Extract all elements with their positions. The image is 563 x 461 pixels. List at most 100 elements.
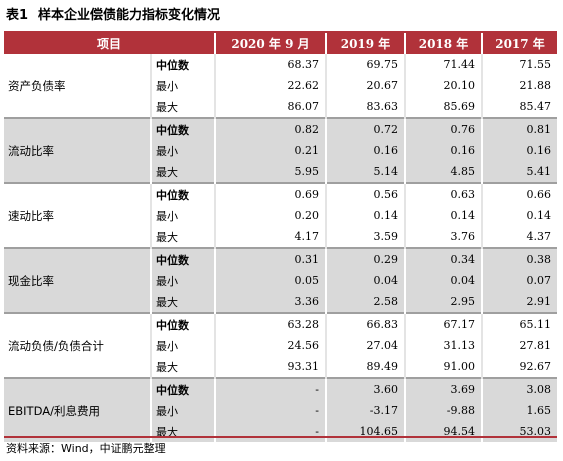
header-row: 项目 2020 年 9 月 2019 年 2018 年 2017 年 [4,33,558,54]
value-cell: 3.69 [405,377,484,400]
value-cell: 4.85 [405,161,484,183]
value-cell: 0.76 [405,117,484,140]
value-cell: 0.31 [215,247,328,270]
table-row: 最小 - -3.17 -9.88 1.65 [4,400,558,421]
value-cell: 3.08 [482,377,558,400]
header-project: 项目 [4,33,217,54]
top-rule [4,31,557,33]
group-label: EBITDA/利息费用 [4,377,152,442]
value-cell: 4.17 [215,226,328,248]
value-cell: 31.13 [405,335,484,356]
header-2018: 2018 年 [405,33,484,54]
table-body: 资产负债率 中位数 68.37 69.75 71.44 71.55 最小 22.62 20.67… [4,54,558,442]
value-cell: 0.72 [326,117,407,140]
value-cell: 91.00 [405,356,484,378]
table-row: 资产负债率 中位数 68.37 69.75 71.44 71.55 [4,54,558,118]
value-cell: 0.66 [482,182,558,205]
stat-label: 最小 [151,75,217,96]
table-row: 最小 24.56 27.04 31.13 27.81 [4,335,558,356]
group-label: 现金比率 [4,247,152,313]
table-row: 最大 86.07 83.63 85.69 85.47 [4,96,558,118]
value-cell: 0.38 [482,247,558,270]
value-cell: 0.05 [215,270,328,291]
stat-label: 中位数 [151,182,217,205]
header-2017: 2017 年 [482,33,558,54]
value-cell: 3.76 [405,226,484,248]
source-note: 资料来源：Wind，中证鹏元整理 [6,442,166,455]
value-cell: 5.41 [482,161,558,183]
stat-label: 最大 [151,161,217,183]
header-2020-sep: 2020 年 9 月 [215,33,328,54]
group-label: 流动比率 [4,117,152,183]
value-cell: 71.44 [405,54,484,75]
value-cell: 104.65 [326,421,407,442]
value-cell: 0.16 [482,140,558,161]
group-label: 流动负债/负债合计 [4,312,152,378]
value-cell: 20.67 [326,75,407,96]
value-cell: 0.14 [405,205,484,226]
value-cell: 0.69 [215,182,328,205]
value-cell: 0.20 [215,205,328,226]
value-cell: 2.91 [482,291,558,313]
stat-label: 中位数 [151,312,217,335]
table-row: 最小 0.20 0.14 0.14 0.14 [4,205,558,226]
value-cell: 85.69 [405,96,484,118]
value-cell: - [215,421,328,442]
value-cell: 2.95 [405,291,484,313]
value-cell: 21.88 [482,75,558,96]
value-cell: 94.54 [405,421,484,442]
stat-label: 最大 [151,356,217,378]
value-cell: 3.59 [326,226,407,248]
value-cell: 24.56 [215,335,328,356]
value-cell: 3.60 [326,377,407,400]
value-cell: 92.67 [482,356,558,378]
value-cell: 0.34 [405,247,484,270]
stat-label: 中位数 [151,247,217,270]
stat-label: 最小 [151,400,217,421]
stat-label: 中位数 [151,117,217,140]
group-label: 资产负债率 [4,54,152,118]
value-cell: 5.95 [215,161,328,183]
value-cell: 85.47 [482,96,558,118]
stat-label: 最大 [151,96,217,118]
stat-label: 最小 [151,270,217,291]
value-cell: 0.21 [215,140,328,161]
table-row: EBITDA/利息费用 中位数 -3.60 3.69 3.08 [4,377,558,442]
value-cell: 0.04 [326,270,407,291]
value-cell: 89.49 [326,356,407,378]
solvency-table: 项目 2020 年 9 月 2019 年 2018 年 2017 年 资产负债率… [4,33,558,442]
stat-label: 中位数 [151,377,217,400]
value-cell: -9.88 [405,400,484,421]
table-row: 流动负债/负债合计 中位数 63.28 66.83 67.17 65.11 [4,312,558,378]
value-cell: 2.58 [326,291,407,313]
value-cell: 1.65 [482,400,558,421]
value-cell: 53.03 [482,421,558,442]
value-cell: 0.14 [326,205,407,226]
value-cell: 0.82 [215,117,328,140]
table-row: 最大 93.31 89.49 91.00 92.67 [4,356,558,378]
table-row: 现金比率 中位数 0.31 0.29 0.34 0.38 [4,247,558,313]
table-row: 最大 5.95 5.14 4.85 5.41 [4,161,558,183]
value-cell: 27.04 [326,335,407,356]
value-cell: 66.83 [326,312,407,335]
value-cell: - [215,377,328,400]
stat-label: 最大 [151,226,217,248]
table-row: 最大 3.36 2.58 2.95 2.91 [4,291,558,313]
table-row: 最小 22.62 20.67 20.10 21.88 [4,75,558,96]
group-label: 速动比率 [4,182,152,248]
table-row: 最小 0.05 0.04 0.04 0.07 [4,270,558,291]
value-cell: 0.07 [482,270,558,291]
value-cell: 22.62 [215,75,328,96]
value-cell: 0.29 [326,247,407,270]
value-cell: 68.37 [215,54,328,75]
value-cell: 67.17 [405,312,484,335]
value-cell: 27.81 [482,335,558,356]
table-title: 表1 样本企业偿债能力指标变化情况 [6,5,220,27]
stat-label: 最小 [151,335,217,356]
stat-label: 最大 [151,291,217,313]
bottom-rule [4,436,557,438]
value-cell: 0.04 [405,270,484,291]
value-cell: 0.16 [326,140,407,161]
stat-label: 最小 [151,205,217,226]
